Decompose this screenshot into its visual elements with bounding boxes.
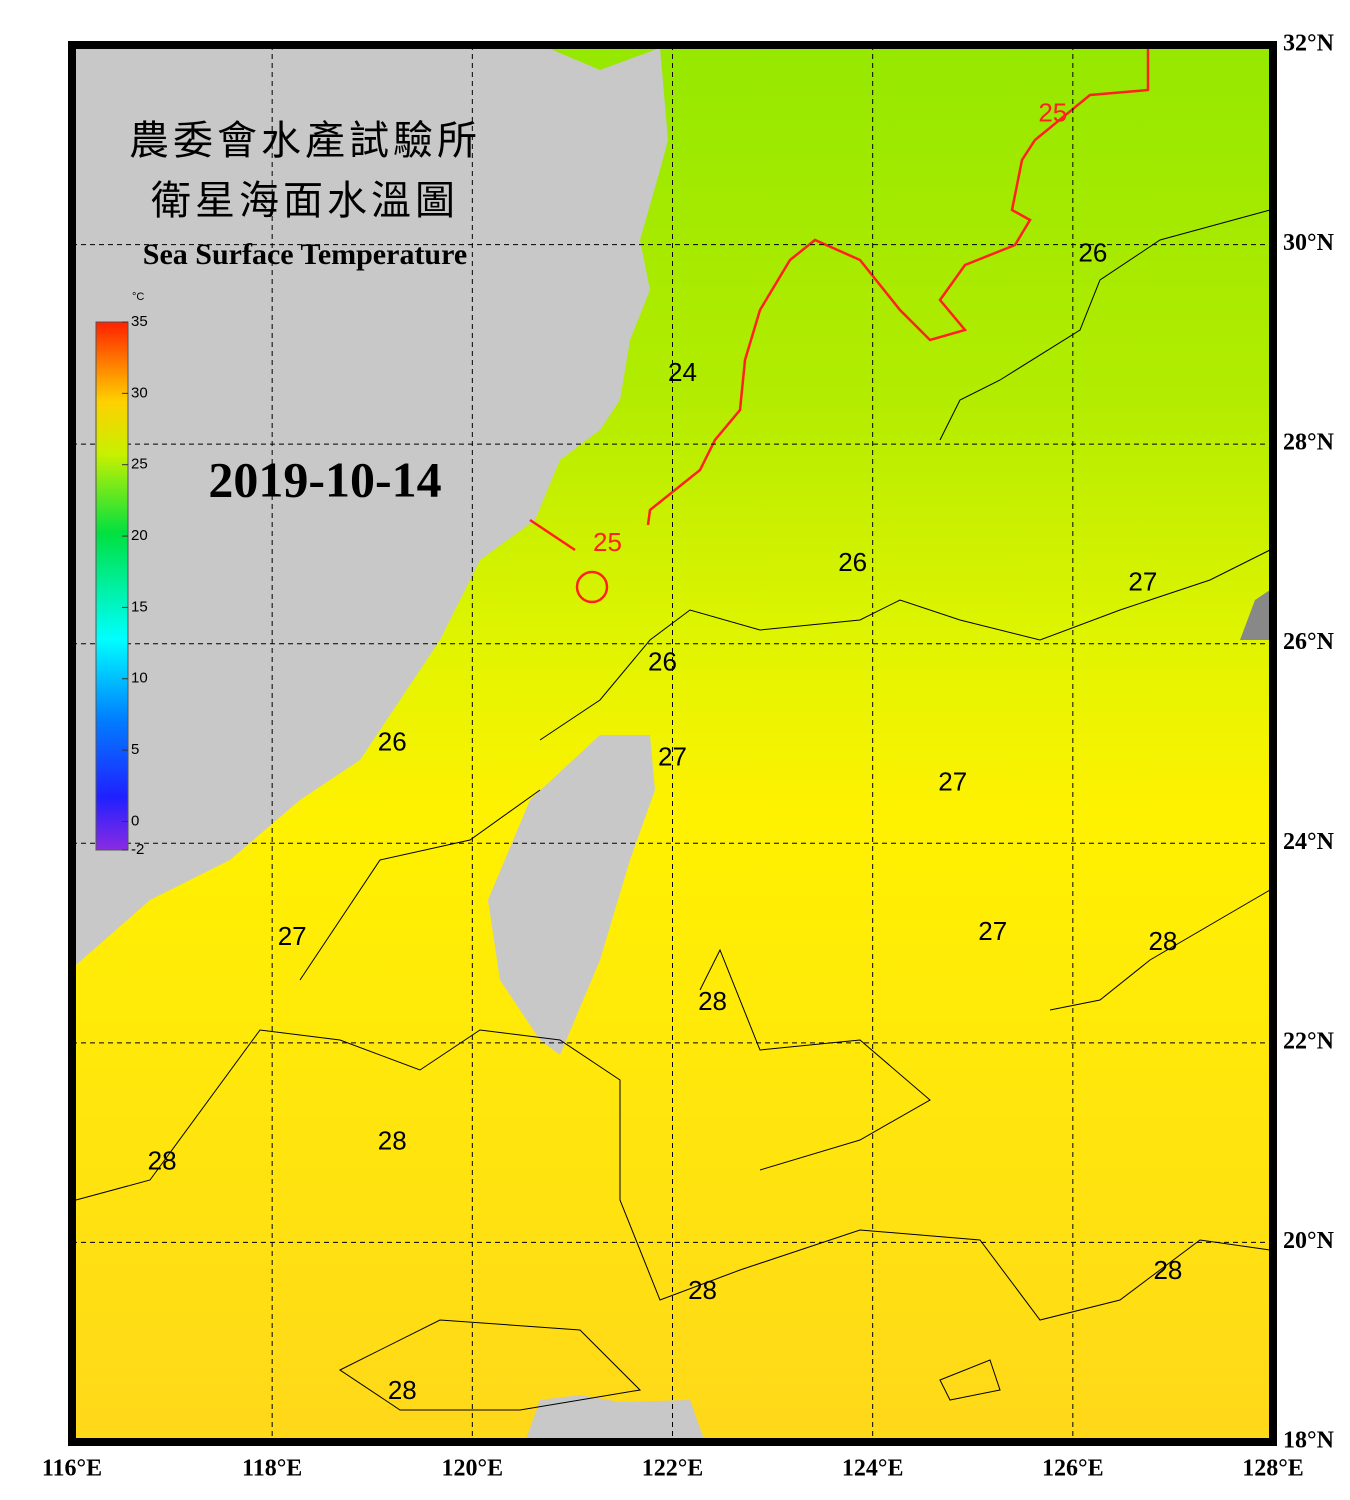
map-area: 25 25 24 26 26 26 26 27 27 27 27 27 28 28 28 28 28 28 28 (72, 45, 1273, 1442)
lat-tick-label: 28°N (1283, 430, 1335, 456)
contour-label: 27 (658, 741, 687, 771)
contour-label: 27 (978, 916, 1007, 946)
contour-label: 27 (278, 921, 307, 951)
lon-tick-label: 124°E (842, 1456, 904, 1482)
lon-tick-label: 122°E (642, 1456, 704, 1482)
colorbar-tick-label: 10 (131, 670, 148, 687)
contour-label: 28 (378, 1126, 407, 1156)
contour-label: 28 (1148, 926, 1177, 956)
contour-label: 25 (1038, 98, 1067, 128)
contour-label: 28 (688, 1275, 717, 1305)
colorbar-tick-label: -2 (131, 841, 144, 858)
contour-line (75, 209, 1271, 1411)
lon-tick-label: 116°E (42, 1456, 102, 1482)
contour-line (575, 570, 609, 604)
contour-label: 28 (148, 1145, 177, 1175)
land-mainland (76, 48, 668, 965)
colorbar-tick-label: 35 (131, 313, 148, 330)
colorbar-tick-label: 15 (131, 598, 148, 615)
map-frame (68, 41, 1277, 1446)
title-zh: 農委會水產試驗所 (129, 118, 481, 163)
lat-tick-label: 26°N (1283, 629, 1335, 655)
title-en: Sea Surface Temperature (143, 238, 467, 271)
land-taiwan (488, 735, 655, 1055)
lat-tick-label: 30°N (1283, 230, 1335, 256)
lat-tick-label: 24°N (1283, 829, 1335, 855)
lon-tick-label: 118°E (242, 1456, 302, 1482)
contour-line (529, 48, 1150, 552)
colorbar-tick-label: 25 (131, 456, 148, 473)
colorbar-tick-label: 5 (131, 741, 139, 758)
colorbar (95, 321, 129, 851)
colorbar-tick-label: 0 (131, 812, 139, 829)
date: 2019-10-14 (208, 451, 441, 507)
contour-label: 24 (668, 357, 697, 387)
contour-label: 28 (388, 1375, 417, 1405)
lon-tick-label: 128°E (1242, 1456, 1304, 1482)
colorbar-tick-label: 20 (131, 527, 148, 544)
contour-label: 26 (1078, 237, 1107, 267)
colorbar-tick-label: 30 (131, 384, 148, 401)
lat-tick-label: 22°N (1283, 1028, 1335, 1054)
contour-label: 27 (1128, 567, 1157, 597)
lon-tick-label: 126°E (1042, 1456, 1104, 1482)
contour-label: 26 (378, 726, 407, 756)
island (1240, 590, 1270, 640)
lat-tick-label: 18°N (1283, 1428, 1335, 1454)
contour-label: 26 (838, 547, 867, 577)
lat-tick-label: 20°N (1283, 1228, 1335, 1254)
title-zh: 衛星海面水溫圖 (151, 178, 459, 223)
lat-tick-label: 32°N (1283, 31, 1335, 57)
lon-tick-label: 120°E (442, 1456, 504, 1482)
land-luzon (525, 1395, 705, 1442)
contour-label: 28 (698, 986, 727, 1016)
contour-label: 27 (938, 766, 967, 796)
contour-label: 28 (1153, 1255, 1182, 1285)
contour-label: 25 (593, 527, 622, 557)
contour-label: 26 (648, 647, 677, 677)
colorbar-unit: °C (132, 291, 144, 303)
